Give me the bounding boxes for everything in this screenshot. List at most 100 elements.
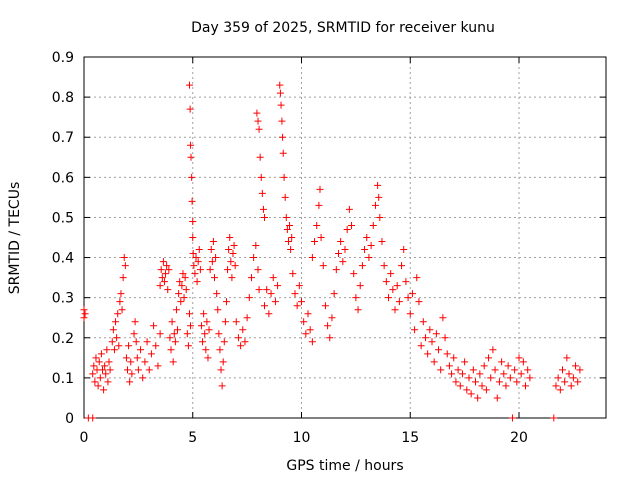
data-point [283,225,291,233]
data-point [145,366,153,374]
data-point [172,306,180,314]
data-point [328,314,336,322]
data-point [415,298,423,306]
data-point [263,286,271,294]
data-point [280,173,288,181]
data-point [139,374,147,382]
data-point [313,221,321,229]
data-point [125,342,133,350]
data-point [441,334,449,342]
data-point [116,298,124,306]
data-point [101,362,109,370]
data-point [193,278,201,286]
data-point [421,334,429,342]
data-point [426,326,434,334]
data-point [261,302,269,310]
data-point [339,258,347,266]
data-point [112,318,120,326]
data-point [559,366,566,374]
data-point [522,382,530,390]
data-point [214,306,222,314]
data-point [567,382,575,390]
data-point [437,366,445,374]
data-point [395,298,403,306]
y-tick-label: 0.1 [52,371,74,387]
data-point [321,302,329,310]
data-point [317,234,325,241]
data-point [189,234,197,241]
data-point [174,326,182,334]
data-point [356,282,364,290]
data-point [385,294,392,302]
data-point [166,334,174,342]
data-point [255,286,263,294]
data-point [226,234,234,241]
data-point [95,358,103,366]
data-point [400,246,408,254]
data-point [428,338,436,346]
data-point [130,330,138,338]
data-point [254,117,262,125]
data-point [132,338,140,346]
data-point [380,262,388,270]
data-point [552,382,560,390]
data-point [382,278,390,286]
x-axis-label: GPS time / hours [286,458,403,474]
data-point [406,310,414,318]
data-point [324,322,332,330]
data-point [463,386,471,394]
data-point [257,173,265,181]
data-point [98,366,106,374]
data-point [245,294,253,302]
data-point [465,374,473,382]
data-point [435,346,443,354]
data-point [96,374,104,382]
data-point [519,358,527,366]
data-point [197,322,205,330]
data-point [231,262,239,270]
axis-ticks: 0 0.1 0.2 0.3 0.4 0.5 0.6 0.7 0.8 0.9 0 5 10 15 20 [52,50,606,446]
data-point [189,250,197,258]
data-point [185,81,193,89]
data-point [358,262,366,270]
data-point [450,354,458,362]
data-point [192,254,200,262]
data-point [115,342,123,350]
data-point [89,370,97,378]
data-point [225,246,233,254]
data-point [128,370,136,378]
data-point [513,378,521,386]
data-point [80,314,88,322]
data-point [375,193,383,201]
data-point [402,278,410,286]
data-point [487,374,495,382]
data-point [371,201,379,209]
data-point [109,326,117,334]
data-point [369,221,377,229]
data-point [90,362,98,370]
data-point [550,414,558,422]
data-point [232,318,240,326]
data-point [195,246,203,254]
data-point [376,213,384,221]
data-point [476,370,484,378]
data-point [252,242,260,250]
data-point [169,358,177,366]
data-point [556,386,564,394]
data-point [458,370,466,378]
data-point [80,306,88,314]
data-point [243,314,251,322]
data-point [267,290,275,298]
data-point [224,266,232,274]
y-tick-label: 0 [65,411,74,427]
data-points [80,81,584,422]
data-point [393,282,401,290]
data-point [119,274,127,282]
data-point [196,266,204,274]
data-point [572,362,580,370]
data-point [506,374,514,382]
data-point [184,342,192,350]
data-point [187,153,195,161]
data-point [194,258,202,266]
